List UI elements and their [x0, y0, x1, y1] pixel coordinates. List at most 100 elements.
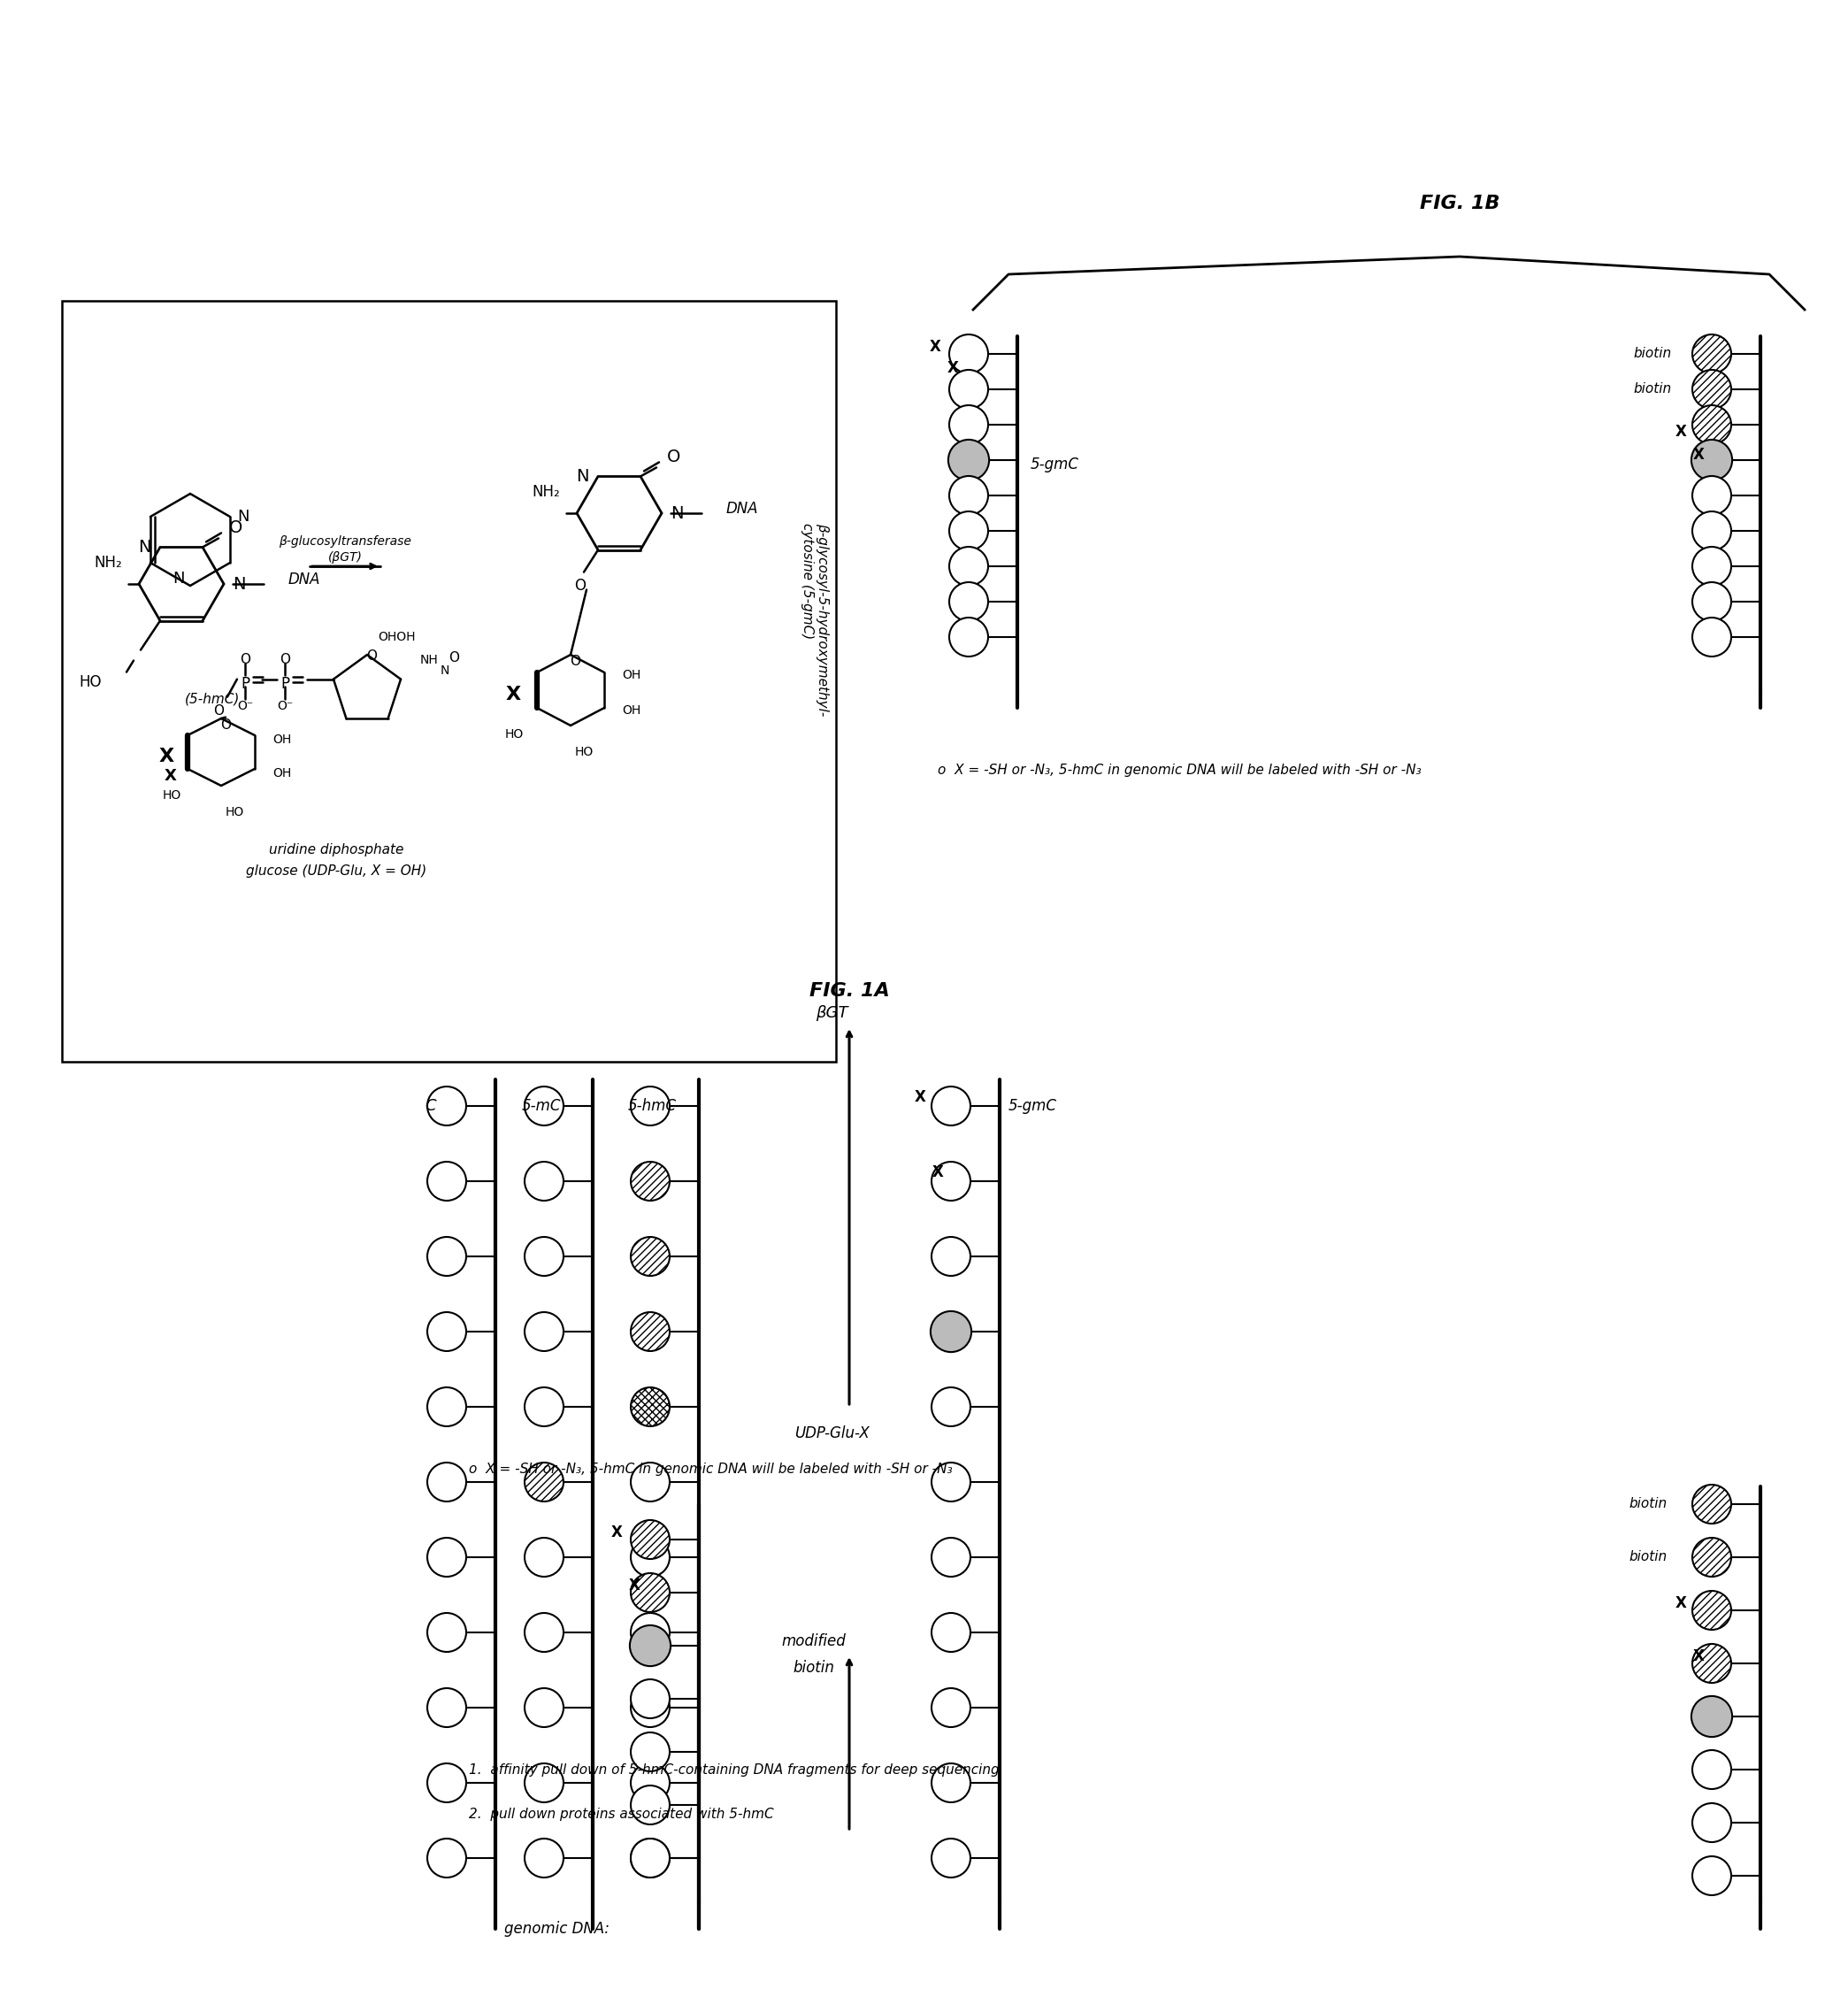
Circle shape [630, 1086, 669, 1126]
Circle shape [931, 1689, 970, 1726]
Text: X: X [1693, 1649, 1704, 1665]
Text: o  X = -SH or -N₃, 5-hmC in genomic DNA will be labeled with -SH or -N₃: o X = -SH or -N₃, 5-hmC in genomic DNA w… [469, 1462, 952, 1476]
Text: HO: HO [225, 806, 244, 817]
Circle shape [427, 1613, 466, 1653]
Text: O: O [213, 704, 224, 718]
Circle shape [630, 1764, 669, 1802]
Text: X: X [164, 768, 176, 784]
Text: modified: modified [782, 1633, 846, 1649]
Text: O: O [279, 652, 290, 666]
Text: X: X [946, 360, 959, 376]
Text: 5-hmC: 5-hmC [628, 1098, 676, 1114]
Text: C: C [425, 1098, 436, 1114]
Circle shape [427, 1838, 466, 1878]
Circle shape [1693, 1750, 1732, 1788]
Text: O: O [449, 650, 458, 664]
Circle shape [525, 1537, 564, 1577]
Circle shape [427, 1764, 466, 1802]
Text: N: N [233, 575, 246, 593]
Circle shape [1693, 1591, 1732, 1629]
Circle shape [525, 1613, 564, 1653]
Text: X: X [930, 338, 941, 354]
Circle shape [525, 1764, 564, 1802]
Circle shape [1693, 334, 1732, 374]
Text: O: O [569, 654, 580, 668]
Circle shape [931, 1086, 970, 1126]
Text: P: P [240, 676, 249, 692]
Text: X: X [612, 1524, 623, 1539]
Circle shape [525, 1838, 564, 1878]
Text: O⁻: O⁻ [277, 700, 292, 712]
Circle shape [931, 1162, 970, 1201]
Text: N: N [440, 664, 449, 676]
Text: X: X [931, 1164, 944, 1179]
Circle shape [525, 1462, 564, 1502]
Text: o  X = -SH or -N₃, 5-hmC in genomic DNA will be labeled with -SH or -N₃: o X = -SH or -N₃, 5-hmC in genomic DNA w… [937, 764, 1421, 776]
Circle shape [1693, 1484, 1732, 1524]
Text: HO: HO [505, 728, 523, 740]
Text: (βGT): (βGT) [327, 551, 362, 563]
Text: DNA: DNA [726, 501, 758, 517]
Circle shape [1691, 1697, 1732, 1736]
Text: NH: NH [419, 654, 438, 666]
Text: O: O [575, 577, 586, 593]
Circle shape [630, 1162, 669, 1201]
Text: βGT: βGT [815, 1004, 848, 1020]
Circle shape [525, 1086, 564, 1126]
Circle shape [630, 1537, 669, 1577]
Circle shape [630, 1388, 669, 1426]
Circle shape [1693, 1804, 1732, 1842]
Circle shape [427, 1313, 466, 1351]
Text: HO: HO [79, 674, 102, 690]
Text: biotin: biotin [1634, 348, 1672, 360]
Circle shape [525, 1162, 564, 1201]
Circle shape [1693, 406, 1732, 444]
Circle shape [950, 370, 989, 410]
Text: N: N [671, 505, 684, 521]
Text: OH: OH [623, 704, 641, 716]
Text: FIG. 1B: FIG. 1B [1419, 195, 1501, 213]
Text: X: X [1674, 1595, 1687, 1611]
Circle shape [630, 1573, 669, 1611]
Circle shape [1693, 511, 1732, 551]
Circle shape [427, 1237, 466, 1275]
Text: biotin: biotin [1630, 1551, 1667, 1563]
Text: NH₂: NH₂ [94, 555, 122, 571]
Circle shape [1691, 440, 1732, 481]
Circle shape [630, 1462, 669, 1502]
Circle shape [1693, 1537, 1732, 1577]
Circle shape [931, 1388, 970, 1426]
Text: genomic DNA:: genomic DNA: [505, 1921, 610, 1937]
Text: 1.  affinity pull down of 5-hmC-containing DNA fragments for deep sequencing: 1. affinity pull down of 5-hmC-containin… [469, 1762, 1000, 1776]
Circle shape [950, 583, 989, 621]
Circle shape [1693, 1645, 1732, 1683]
Text: DNA: DNA [288, 571, 322, 587]
Circle shape [630, 1679, 669, 1718]
Text: HO: HO [575, 746, 593, 758]
Text: biotin: biotin [1634, 382, 1672, 396]
Circle shape [931, 1537, 970, 1577]
Text: glucose (UDP-Glu, X = OH): glucose (UDP-Glu, X = OH) [246, 865, 427, 879]
Text: β-glycosyl-5-hydroxymethyl-
cytosine (5-gmC): β-glycosyl-5-hydroxymethyl- cytosine (5-… [800, 523, 830, 716]
Circle shape [931, 1613, 970, 1653]
Circle shape [1693, 583, 1732, 621]
Circle shape [931, 1462, 970, 1502]
Text: biotin: biotin [793, 1661, 835, 1677]
Text: X: X [159, 748, 174, 766]
Text: β-glucosyltransferase: β-glucosyltransferase [279, 535, 412, 547]
Text: O: O [240, 652, 249, 666]
Text: 5-gmC: 5-gmC [1031, 457, 1079, 473]
Circle shape [630, 1838, 669, 1878]
Circle shape [525, 1313, 564, 1351]
Text: O: O [667, 450, 680, 465]
Text: O: O [220, 718, 231, 732]
Circle shape [950, 334, 989, 374]
Text: O⁻: O⁻ [237, 700, 253, 712]
Circle shape [1693, 1856, 1732, 1896]
Text: OH: OH [272, 768, 292, 780]
Text: O: O [229, 519, 242, 537]
Circle shape [950, 406, 989, 444]
Circle shape [427, 1537, 466, 1577]
Text: N: N [174, 571, 185, 587]
Circle shape [525, 1689, 564, 1726]
